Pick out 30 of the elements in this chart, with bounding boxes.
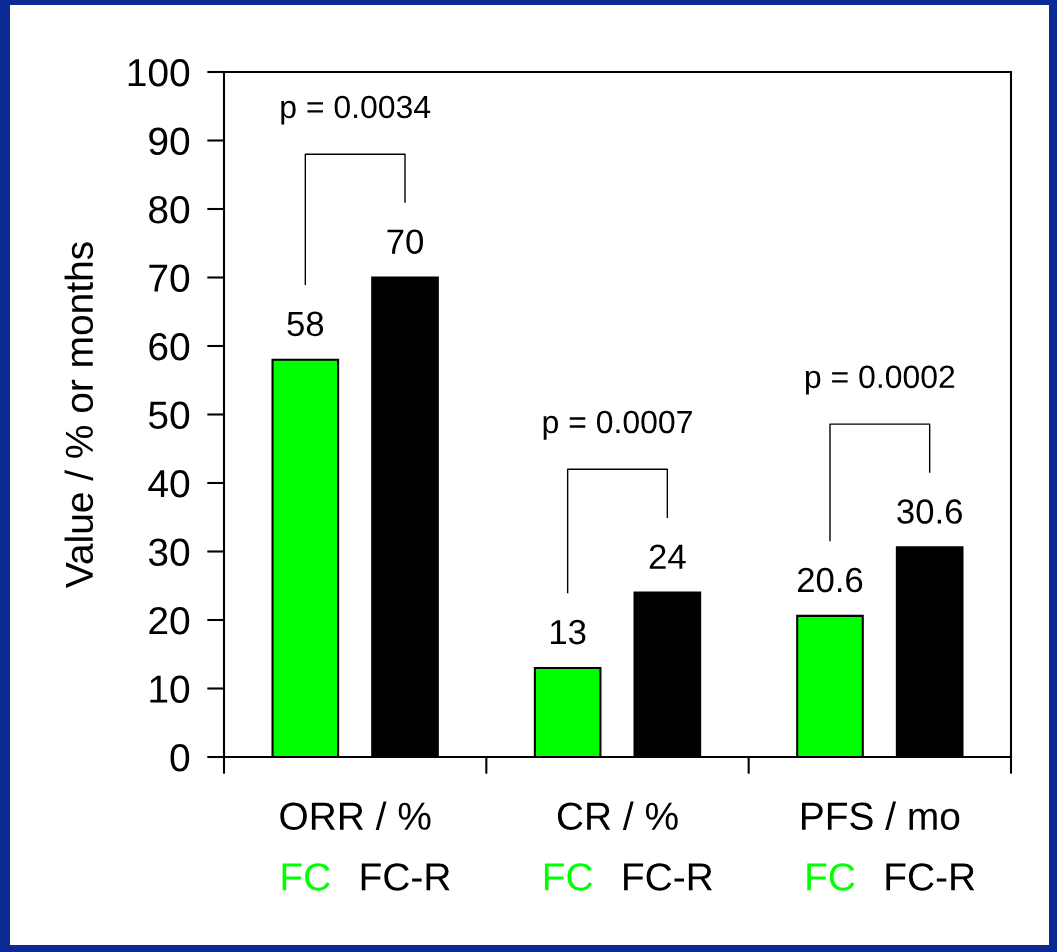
y-tick-label: 90 [149,127,190,155]
x-tick-label: ORR / % [280,801,431,831]
x-tick-label: PFS / mo [801,801,960,831]
data-label: 30.6 [897,499,962,524]
annotation: p = 0.0007 [543,410,692,440]
text: FC-R [361,863,450,891]
y-tick-label: 0 [170,743,190,772]
y-axis-title: Value / % or months [64,242,94,588]
y-tick-label: 50 [148,401,190,429]
text: FC [282,863,330,891]
y-tick-label: 80 [149,195,190,224]
y-tick-label: 30 [148,538,190,566]
annotation: p = 0.0002 [805,365,955,395]
text: FC [544,863,593,891]
y-tick-label: 40 [148,469,190,498]
data-label: 24 [649,544,686,569]
y-tick-label: 20 [149,606,190,635]
y-tick-label: 70 [149,264,190,292]
text: FC-R [624,863,712,891]
annotation: p = 0.0034 [281,95,431,125]
text: FC [807,863,855,891]
data-label: 20.6 [797,567,863,593]
x-tick-label: CR / % [557,801,678,831]
text: FC-R [886,863,975,891]
y-tick-label: 60 [149,332,190,361]
data-label: 70 [387,229,423,254]
y-tick-label: 100 [128,58,190,87]
y-tick-label: 10 [150,675,190,703]
data-label: 13 [551,619,586,645]
data-label: 58 [287,311,324,337]
